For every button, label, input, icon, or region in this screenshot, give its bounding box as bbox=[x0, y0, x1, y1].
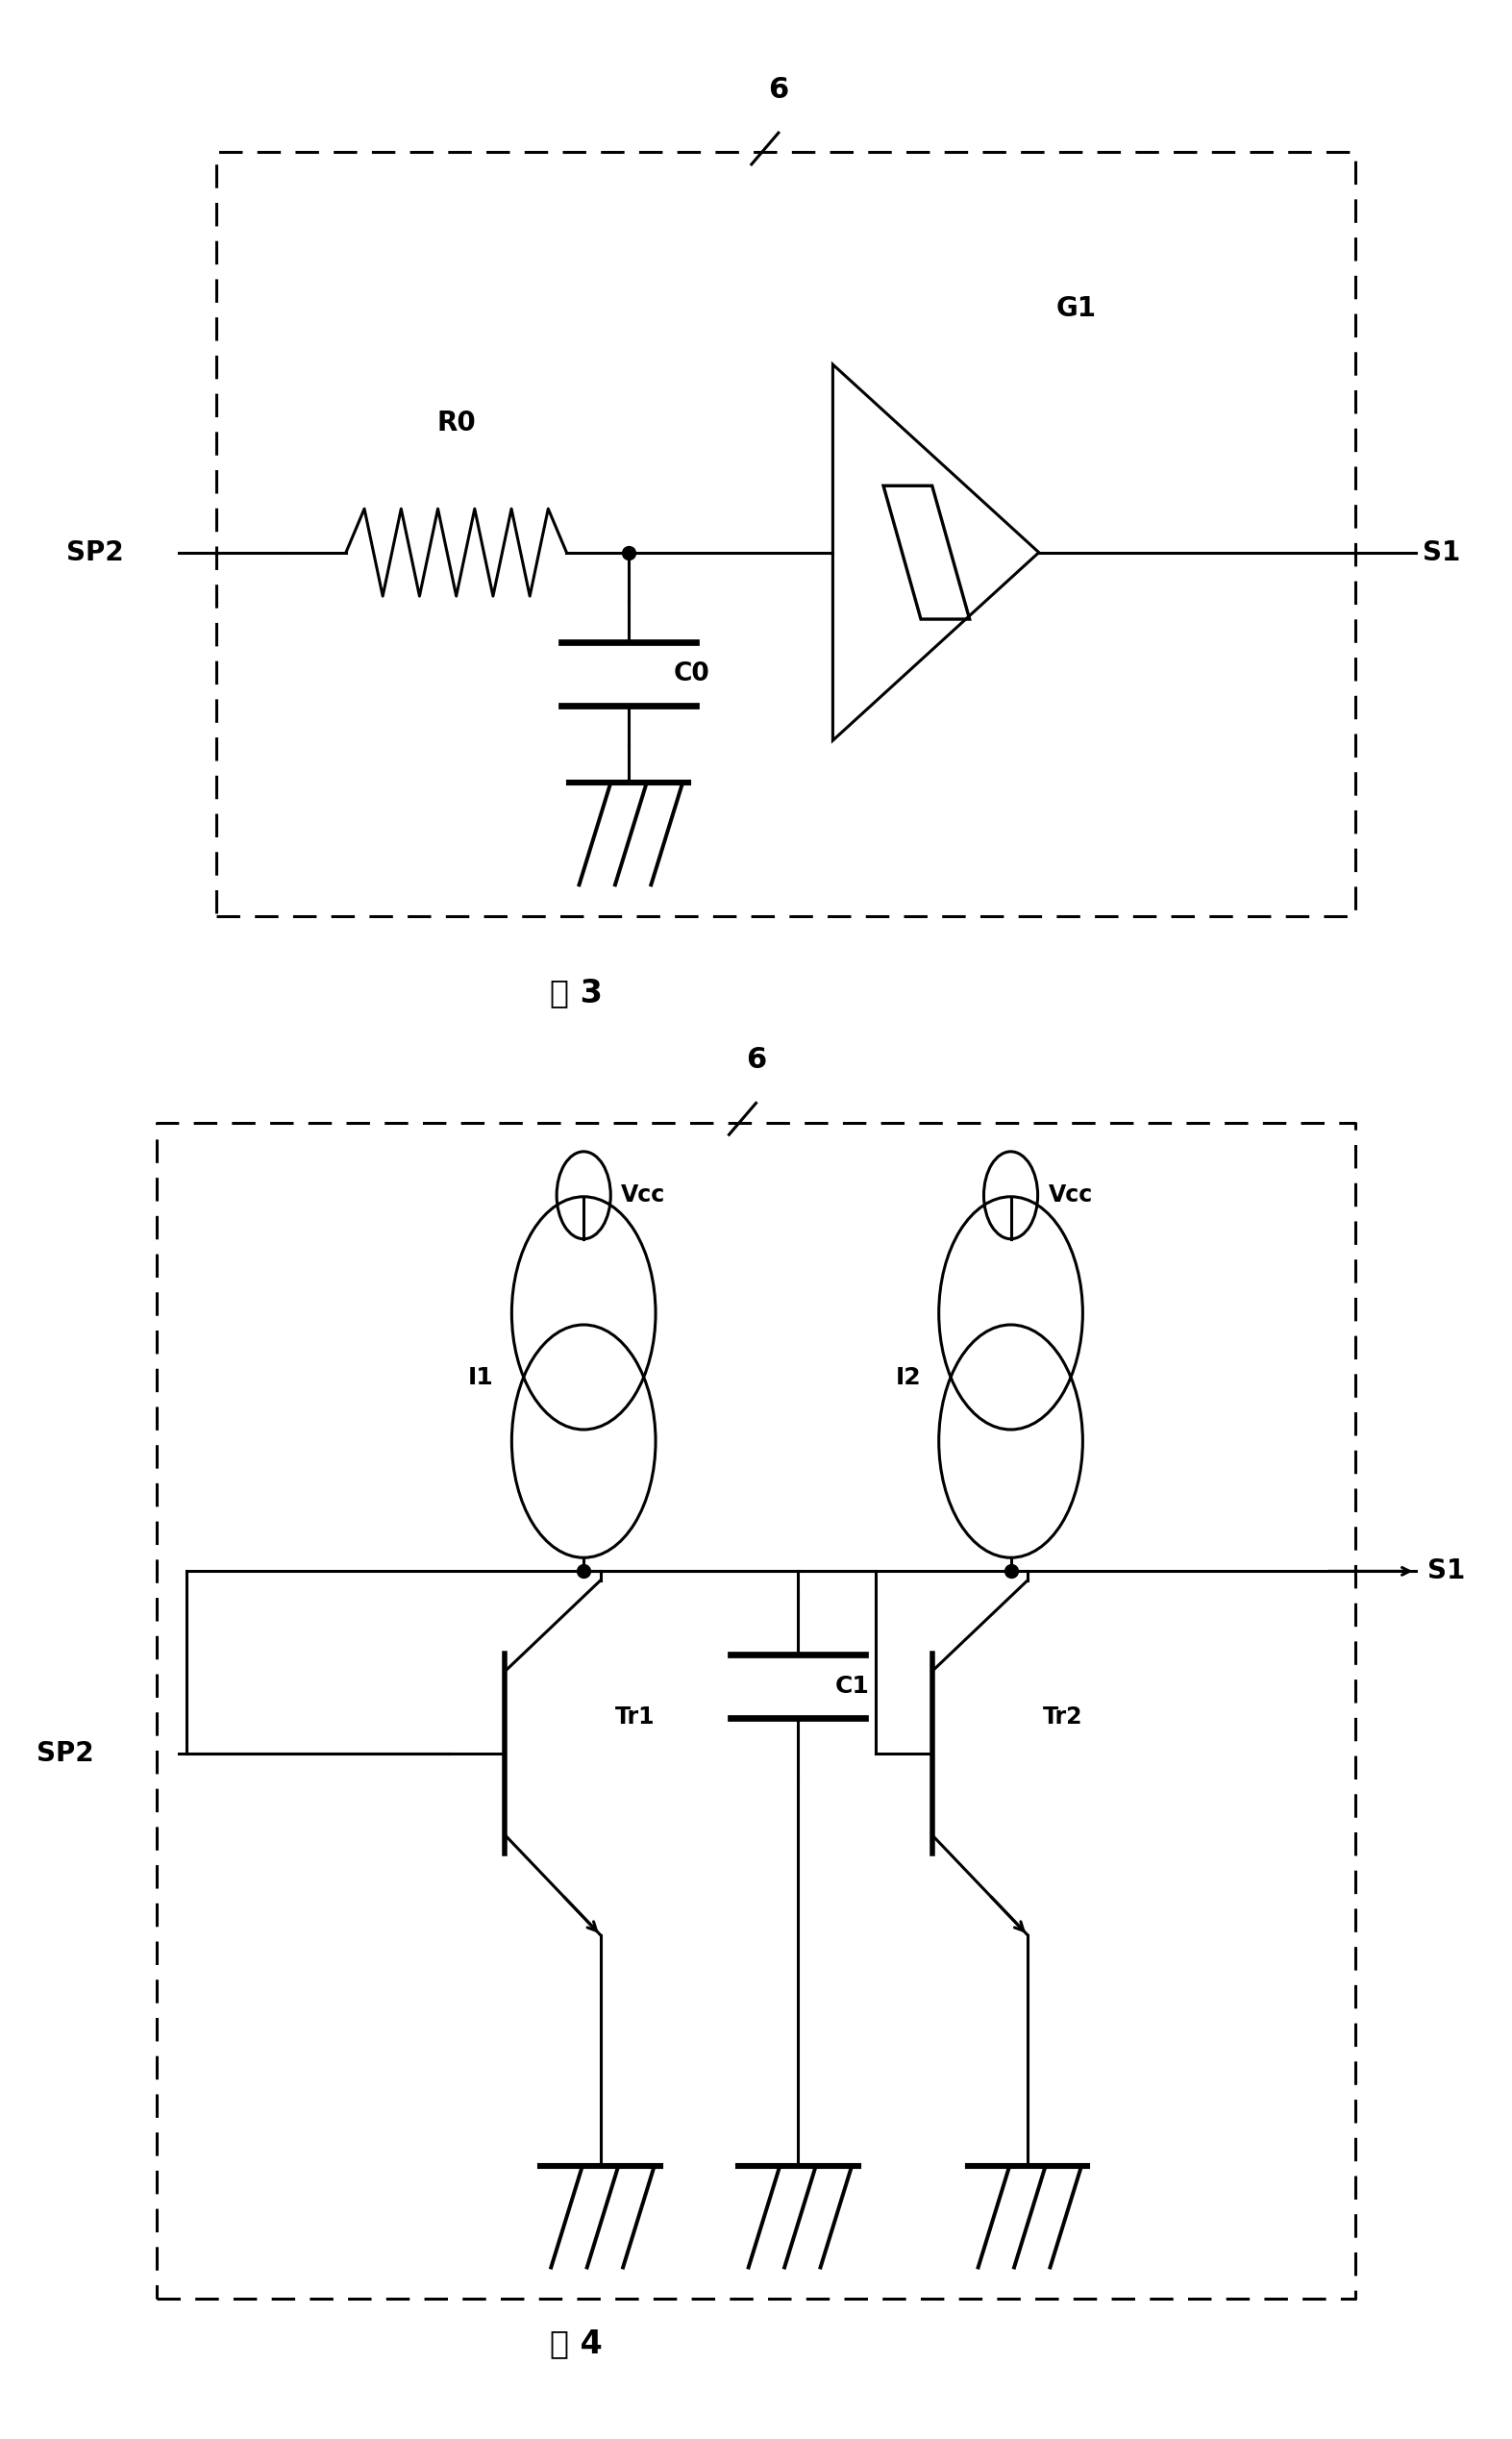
Text: I2: I2 bbox=[895, 1366, 921, 1388]
Text: 图 4: 图 4 bbox=[550, 2327, 602, 2361]
Text: I1: I1 bbox=[469, 1366, 494, 1388]
Text: SP2: SP2 bbox=[67, 539, 124, 566]
Text: Tr1: Tr1 bbox=[615, 1705, 655, 1729]
Text: SP2: SP2 bbox=[36, 1739, 94, 1766]
Text: R0: R0 bbox=[437, 410, 476, 437]
Text: C0: C0 bbox=[673, 661, 709, 685]
Text: Tr2: Tr2 bbox=[1043, 1705, 1083, 1729]
Text: C1: C1 bbox=[836, 1676, 869, 1698]
Text: 图 3: 图 3 bbox=[550, 978, 603, 1010]
Text: Vcc: Vcc bbox=[621, 1183, 665, 1207]
Text: 6: 6 bbox=[745, 1046, 767, 1073]
Text: G1: G1 bbox=[1055, 295, 1096, 322]
Text: Vcc: Vcc bbox=[1048, 1183, 1093, 1207]
Text: 6: 6 bbox=[768, 76, 789, 105]
Text: S1: S1 bbox=[1427, 1559, 1465, 1585]
Text: S1: S1 bbox=[1423, 539, 1461, 566]
